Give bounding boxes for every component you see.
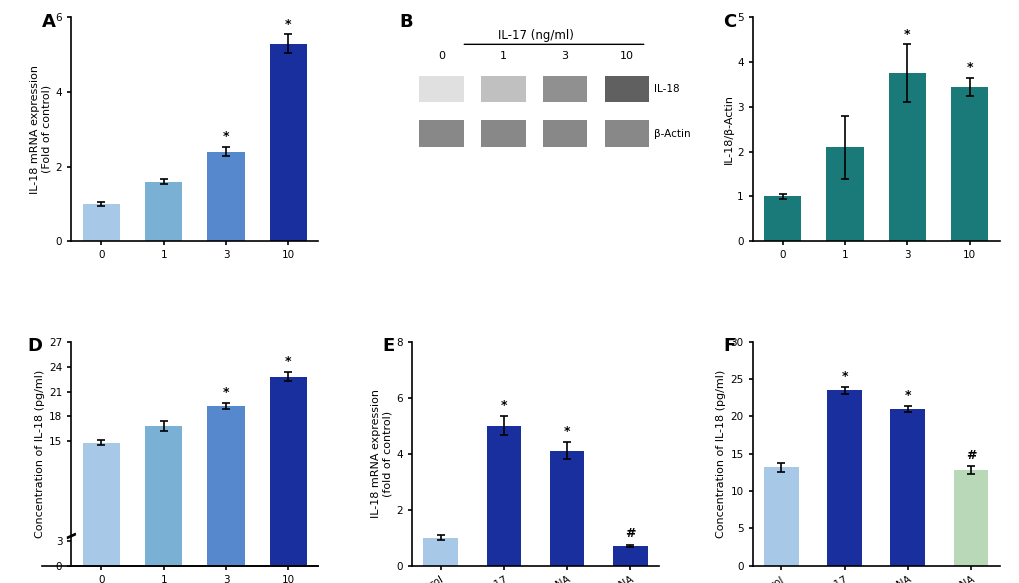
Y-axis label: Concentration of IL-18 (pg/ml): Concentration of IL-18 (pg/ml)	[715, 370, 726, 538]
Bar	[890, 409, 924, 566]
Text: *: *	[564, 425, 570, 438]
Text: F: F	[722, 338, 735, 356]
Bar	[145, 181, 182, 241]
Text: 1: 1	[499, 51, 506, 61]
Bar	[83, 443, 120, 566]
Bar	[269, 44, 307, 241]
Text: *: *	[284, 356, 291, 368]
Bar	[612, 546, 647, 566]
Bar	[542, 76, 587, 103]
Bar	[481, 120, 525, 147]
Text: A: A	[42, 13, 56, 31]
Bar	[763, 467, 798, 566]
Text: β-Actin: β-Actin	[653, 129, 690, 139]
Text: #: #	[625, 528, 635, 540]
Bar	[145, 426, 182, 566]
Bar	[604, 76, 648, 103]
Text: *: *	[222, 131, 229, 143]
Bar	[763, 196, 801, 241]
Bar	[481, 76, 525, 103]
Text: *: *	[841, 370, 847, 383]
Text: *: *	[904, 389, 910, 402]
Bar	[207, 406, 245, 566]
Bar	[604, 120, 648, 147]
Bar	[83, 557, 120, 566]
Bar	[950, 87, 987, 241]
Text: C: C	[722, 13, 736, 31]
Bar	[207, 557, 245, 566]
Text: 0: 0	[438, 51, 444, 61]
Bar	[888, 73, 925, 241]
Bar	[269, 557, 307, 566]
Text: IL-17 (ng/ml): IL-17 (ng/ml)	[864, 431, 949, 444]
Bar	[825, 147, 863, 241]
Bar	[145, 557, 182, 566]
Text: *: *	[903, 28, 910, 41]
Text: 10: 10	[620, 51, 633, 61]
Bar	[542, 120, 587, 147]
Text: IL-17 (ng/ml): IL-17 (ng/ml)	[183, 431, 268, 444]
Text: *: *	[284, 17, 291, 30]
Bar	[953, 470, 987, 566]
Bar	[826, 390, 861, 566]
Text: 3: 3	[561, 51, 568, 61]
Y-axis label: IL-18 mRNA expression
(fold of control): IL-18 mRNA expression (fold of control)	[370, 389, 392, 518]
Y-axis label: Concentration of IL-18 (pg/ml): Concentration of IL-18 (pg/ml)	[35, 370, 45, 538]
Text: #: #	[965, 449, 975, 462]
Text: *: *	[500, 399, 506, 412]
Bar	[419, 120, 464, 147]
Y-axis label: IL-18 mRNA expression
(Fold of control): IL-18 mRNA expression (Fold of control)	[30, 65, 52, 194]
Bar	[419, 76, 464, 103]
Text: E: E	[382, 338, 394, 356]
Text: B: B	[399, 13, 413, 31]
Text: *: *	[965, 61, 972, 74]
Text: IL-18: IL-18	[653, 84, 679, 94]
Bar	[83, 204, 120, 241]
Text: *: *	[222, 385, 229, 399]
Bar	[549, 451, 584, 566]
Text: IL-17 (ng/ml): IL-17 (ng/ml)	[497, 29, 573, 41]
Y-axis label: IL-18/β-Actin: IL-18/β-Actin	[723, 94, 734, 164]
Bar	[207, 152, 245, 241]
Bar	[486, 426, 521, 566]
Text: D: D	[26, 338, 42, 356]
Bar	[423, 538, 458, 566]
Bar	[269, 377, 307, 566]
